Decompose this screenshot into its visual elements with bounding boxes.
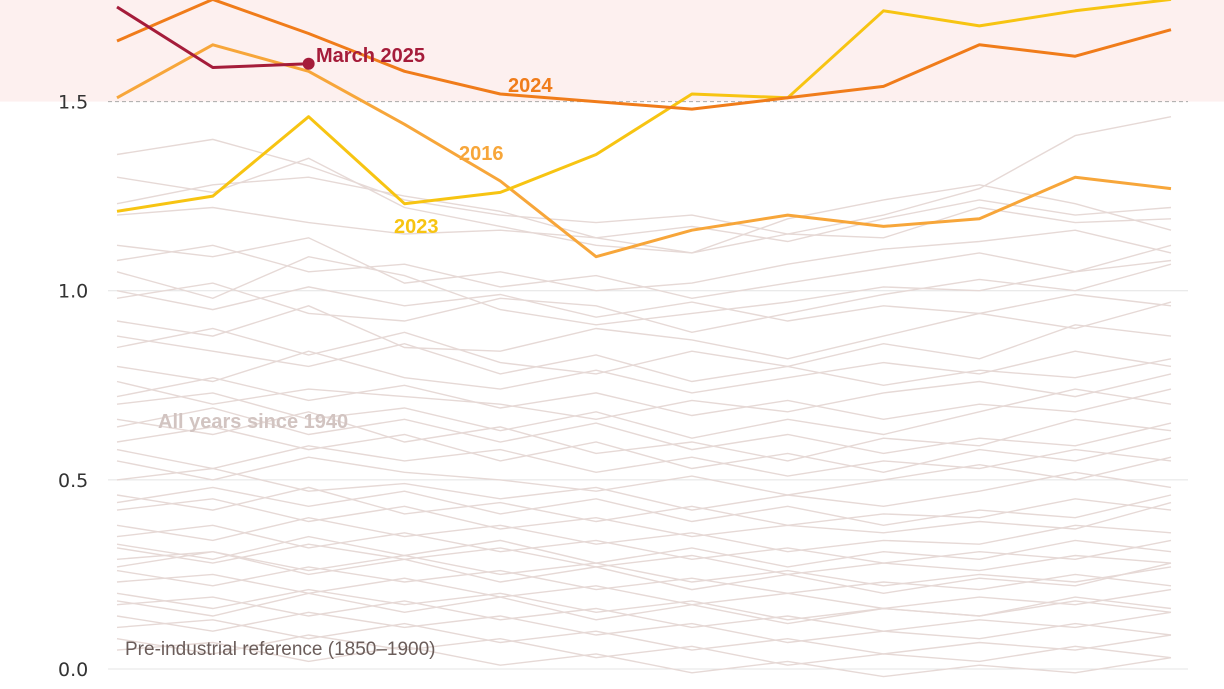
background-line-4 [116, 229, 1172, 292]
background-line-30 [116, 286, 1172, 322]
background-line-3 [116, 138, 1172, 239]
y-tick-label-2: 1.0 [58, 281, 88, 303]
background-line-29 [116, 641, 1172, 678]
background-line-37 [116, 335, 1172, 387]
background-line-17 [116, 498, 1172, 538]
background-line-26 [116, 611, 1172, 644]
line-2024 [116, 0, 1172, 111]
end-point-march-2025 [302, 57, 315, 70]
background-line-25 [116, 596, 1172, 632]
series-labels: March 2025 2024 2023 2016 [316, 45, 553, 238]
background-line-34 [116, 535, 1172, 568]
background-line-15 [116, 467, 1172, 511]
y-tick-label-0: 0.0 [58, 659, 88, 681]
background-line-39 [116, 244, 1172, 300]
background-line-2 [116, 199, 1172, 243]
background-line-33 [116, 486, 1172, 527]
background-line-35 [116, 550, 1172, 595]
background-line-13 [116, 426, 1172, 474]
background-line-19 [116, 524, 1172, 564]
y-tick-label-1: 0.5 [58, 470, 88, 492]
line-2016 [116, 43, 1172, 259]
background-line-32 [116, 445, 1172, 477]
background-line-24 [116, 588, 1172, 621]
line-march-2025 [116, 5, 309, 69]
background-line-1 [116, 116, 1172, 254]
background-line-38 [116, 407, 1172, 455]
label-2024: 2024 [508, 75, 553, 97]
y-axis-ticks: 0.0 0.5 1.0 1.5 [58, 92, 88, 681]
background-line-31 [116, 376, 1172, 421]
highlight-series [116, 0, 1172, 259]
background-series [116, 116, 1172, 678]
gridlines [108, 290, 1188, 670]
background-line-27 [116, 619, 1172, 655]
background-line-28 [116, 634, 1172, 666]
background-label: All years since 1940 [158, 411, 348, 433]
background-line-16 [116, 486, 1172, 527]
background-line-10 [116, 373, 1172, 421]
background-line-23 [116, 573, 1172, 610]
background-line-7 [116, 301, 1172, 360]
background-line-21 [116, 550, 1172, 587]
background-line-6 [116, 263, 1172, 334]
y-tick-label-3: 1.5 [58, 92, 88, 114]
background-line-8 [116, 324, 1172, 375]
background-line-9 [116, 350, 1172, 394]
label-march-2025: March 2025 [316, 45, 425, 67]
label-2023: 2023 [394, 216, 439, 238]
background-line-12 [116, 411, 1172, 462]
background-line-0 [116, 157, 1172, 254]
background-line-14 [116, 456, 1172, 496]
reference-label: Pre-industrial reference (1850–1900) [125, 639, 436, 660]
label-2016: 2016 [459, 143, 504, 165]
background-line-36 [116, 592, 1172, 625]
line-2023 [116, 0, 1172, 213]
background-line-20 [116, 543, 1172, 576]
background-line-18 [116, 516, 1172, 553]
background-line-22 [116, 566, 1172, 595]
